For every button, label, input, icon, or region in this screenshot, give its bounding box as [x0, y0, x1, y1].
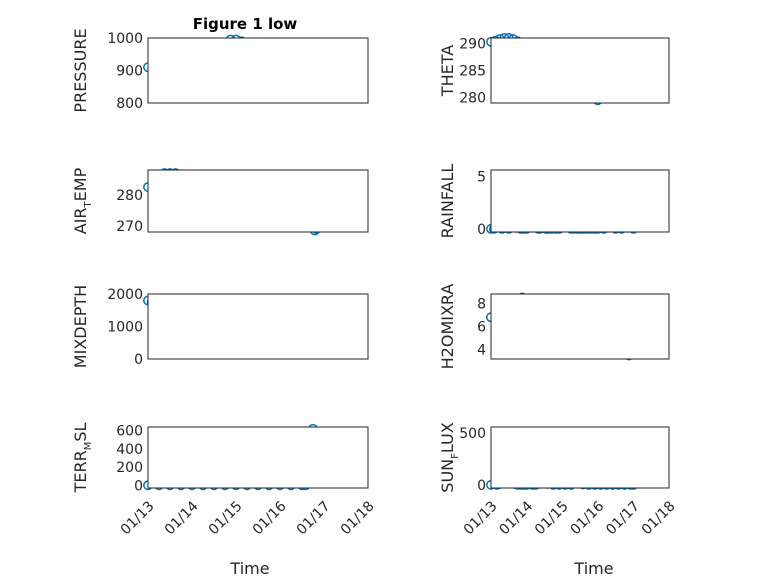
axes-box — [490, 293, 670, 360]
subplot-1: 800 900 1000 PRESSURE — [71, 28, 369, 113]
figure-title: Figure 1 low — [193, 15, 298, 33]
y-tick-label: 2000 — [107, 287, 143, 303]
y-tick-label: 200 — [116, 460, 143, 476]
y-tick-label: 800 — [116, 96, 143, 112]
y-tick-label: 400 — [116, 442, 143, 458]
y-axis-label: AIRTEMP — [71, 167, 94, 234]
subplot-6: 4 6 8 H2OMIXRA — [438, 284, 670, 370]
y-axis-label: TERRMSL — [71, 423, 94, 494]
axes-box — [147, 426, 369, 489]
subplot-8: 0 500SUNFLUX01/1301/1401/1501/1601/1701/1… — [438, 422, 679, 538]
x-tick-label: 01/17 — [603, 498, 643, 538]
x-tick-label: 01/14 — [162, 498, 202, 538]
x-tick-label: 01/15 — [532, 498, 572, 538]
y-tick-label: 0 — [134, 352, 143, 368]
y-axis-label: MIXDEPTH — [71, 285, 90, 368]
y-tick-label: 0 — [134, 478, 143, 494]
y-tick-label: 8 — [477, 296, 486, 312]
y-axis-label: RAINFALL — [438, 164, 457, 239]
x-axis-label-left: Time — [229, 559, 269, 578]
y-axis-label: PRESSURE — [71, 28, 90, 112]
x-tick-label: 01/18 — [338, 498, 378, 538]
x-tick-label: 01/16 — [568, 498, 608, 538]
y-tick-label: 6 — [477, 320, 486, 336]
subplot-3: 270 280 AIRTEMP — [71, 167, 369, 236]
y-tick-label: 290 — [459, 36, 486, 52]
axes-box — [147, 293, 369, 360]
x-tick-label: 01/13 — [461, 498, 501, 538]
axes-box — [490, 37, 670, 104]
x-tick-label: 01/13 — [118, 498, 158, 538]
y-tick-label: 4 — [477, 343, 486, 359]
y-axis-label: SUNFLUX — [438, 422, 461, 492]
x-tick-label: 01/15 — [206, 498, 246, 538]
y-axis-label: THETA — [438, 45, 457, 97]
y-tick-label: 900 — [116, 64, 143, 80]
x-tick-label: 01/14 — [496, 498, 536, 538]
y-tick-label: 5 — [477, 169, 486, 185]
y-axis-label: H2OMIXRA — [438, 284, 457, 370]
y-tick-label: 270 — [116, 219, 143, 235]
y-tick-label: 280 — [116, 188, 143, 204]
x-axis-label-right: Time — [573, 559, 613, 578]
axes-box — [490, 169, 670, 233]
y-tick-label: 280 — [459, 91, 486, 107]
y-tick-label: 0 — [477, 478, 486, 494]
y-tick-label: 1000 — [107, 320, 143, 336]
y-tick-label: 600 — [116, 424, 143, 440]
subplot-4: 0 5 RAINFALL — [438, 164, 670, 239]
y-tick-label: 500 — [459, 426, 486, 442]
x-tick-label: 01/16 — [250, 498, 290, 538]
x-tick-label: 01/17 — [294, 498, 334, 538]
axes-box — [147, 169, 369, 233]
y-tick-label: 0 — [477, 222, 486, 238]
y-tick-label: 285 — [459, 64, 486, 80]
y-tick-label: 1000 — [107, 31, 143, 47]
x-tick-label: 01/18 — [639, 498, 679, 538]
axes-box — [147, 37, 369, 104]
axes-box — [490, 426, 670, 489]
subplot-5: 0 1000 2000 MIXDEPTH — [71, 285, 369, 368]
